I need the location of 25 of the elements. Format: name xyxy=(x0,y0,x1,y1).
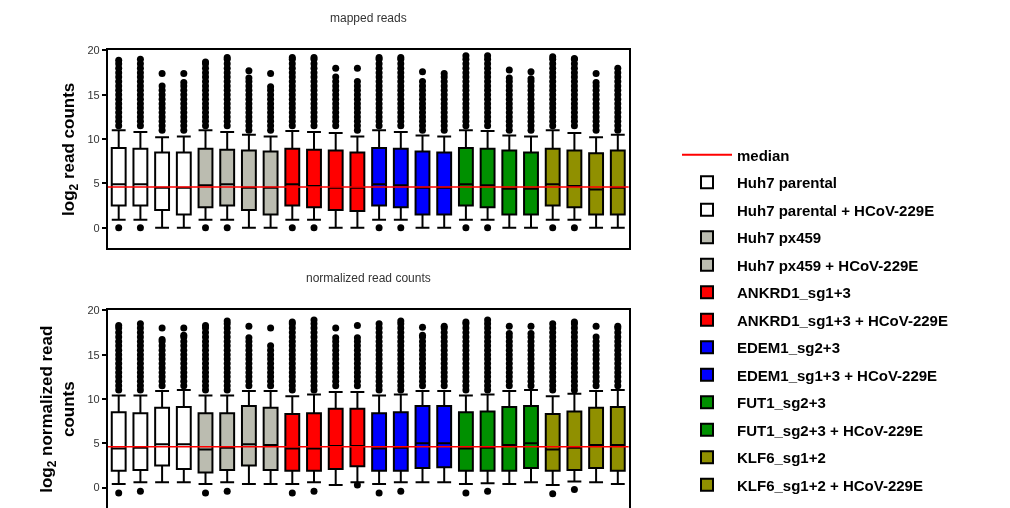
legend-label: FUT1_sg2+3 + HCoV-229E xyxy=(737,421,923,439)
y-tick-label: 15 xyxy=(87,348,100,361)
y-tick-label: 20 xyxy=(87,44,100,57)
y-tick-label: 10 xyxy=(87,132,100,145)
legend-label: ANKRD1_sg1+3 + HCoV-229E xyxy=(737,311,948,329)
legend-label: KLF6_sg1+2 xyxy=(737,449,826,467)
legend-label: FUT1_sg2+3 xyxy=(737,394,826,412)
y-tick-label: 0 xyxy=(93,221,100,234)
legend-label: EDEM1_sg2+3 xyxy=(737,339,840,357)
legend-label: Huh7 px459 xyxy=(737,229,822,247)
chart-title: normalized read counts xyxy=(306,271,431,285)
chart-title: mapped reads xyxy=(330,11,407,25)
legend-label: median xyxy=(737,146,790,164)
y-tick-label: 10 xyxy=(87,392,100,405)
y-tick-label: 0 xyxy=(93,481,100,494)
legend-label: Huh7 parental + HCoV-229E xyxy=(737,201,935,219)
y-tick-label: 15 xyxy=(87,88,100,101)
y-tick-label: 20 xyxy=(87,304,100,317)
legend-label: Huh7 parental xyxy=(737,174,838,192)
legend-label: ANKRD1_sg1+3 xyxy=(737,284,851,302)
y-tick-label: 5 xyxy=(93,177,100,190)
legend-label: Huh7 px459 + HCoV-229E xyxy=(737,256,919,274)
y-tick-label: 5 xyxy=(93,437,100,450)
legend-label: KLF6_sg1+2 + HCoV-229E xyxy=(737,476,923,494)
legend-label: EDEM1_sg1+3 + HCoV-229E xyxy=(737,366,938,384)
